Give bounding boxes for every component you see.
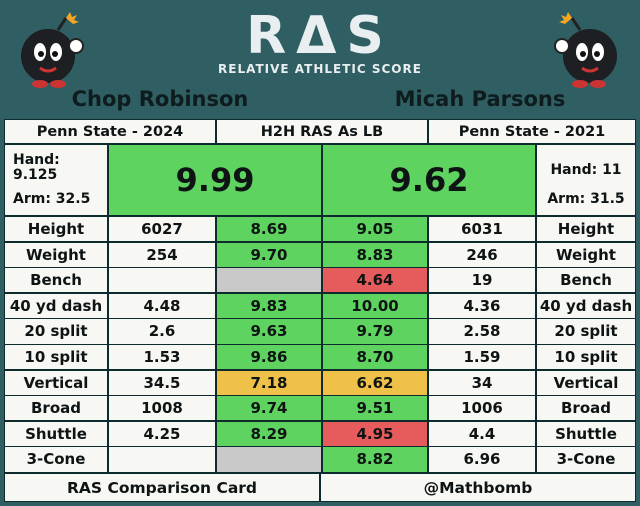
metric-label-right: Bench xyxy=(536,267,636,294)
left-metric-score xyxy=(216,446,322,473)
right-metric-score: 9.05 xyxy=(322,216,428,243)
left-raw-value: 1008 xyxy=(108,395,216,422)
left-metric-score xyxy=(216,267,322,294)
right-raw-value: 6031 xyxy=(428,216,536,243)
left-raw-value: 4.25 xyxy=(108,420,216,447)
left-hand-value: 9.125 xyxy=(13,166,58,183)
metric-label-right: 3-Cone xyxy=(536,446,636,473)
metric-label-right: Vertical xyxy=(536,369,636,396)
left-metric-score: 7.18 xyxy=(216,369,322,396)
right-hand: Hand: 11 xyxy=(550,162,622,178)
center-header: H2H RAS As LB xyxy=(216,119,428,144)
metric-label-left: Bench xyxy=(4,267,108,294)
right-player-name: Micah Parsons xyxy=(394,87,566,111)
right-metric-score: 8.70 xyxy=(322,344,428,371)
metric-label-left: 20 split xyxy=(4,318,108,345)
left-metric-score: 9.74 xyxy=(216,395,322,422)
right-metric-score: 10.00 xyxy=(322,292,428,319)
metric-label-right: 10 split xyxy=(536,344,636,371)
left-raw-value: 6027 xyxy=(108,216,216,243)
left-raw-value: 34.5 xyxy=(108,369,216,396)
footer-title: RAS Comparison Card xyxy=(4,473,320,502)
left-raw-value: 2.6 xyxy=(108,318,216,345)
footer-handle: @Mathbomb xyxy=(320,473,636,502)
metric-label-left: Weight xyxy=(4,241,108,268)
left-player-name: Chop Robinson xyxy=(71,87,249,111)
metric-label-right: Height xyxy=(536,216,636,243)
left-metric-score: 9.63 xyxy=(216,318,322,345)
left-raw-value: 1.53 xyxy=(108,344,216,371)
right-raw-value: 1006 xyxy=(428,395,536,422)
left-metric-score: 9.70 xyxy=(216,241,322,268)
right-school: Penn State - 2021 xyxy=(428,119,636,144)
left-arm: Arm: 32.5 xyxy=(13,191,91,207)
metric-label-right: Shuttle xyxy=(536,420,636,447)
left-metric-score: 9.83 xyxy=(216,292,322,319)
left-metric-score: 8.29 xyxy=(216,420,322,447)
metric-label-right: Broad xyxy=(536,395,636,422)
right-metric-score: 4.64 xyxy=(322,267,428,294)
right-raw-value: 4.4 xyxy=(428,420,536,447)
right-raw-value: 4.36 xyxy=(428,292,536,319)
metric-label-left: 40 yd dash xyxy=(4,292,108,319)
metric-label-left: 10 split xyxy=(4,344,108,371)
ras-tagline: RELATIVE ATHLETIC SCORE xyxy=(218,62,422,76)
left-school: Penn State - 2024 xyxy=(4,119,216,144)
player-names: Chop Robinson Micah Parsons xyxy=(0,87,640,117)
left-ras-score: 9.99 xyxy=(108,144,322,216)
right-metric-score: 8.83 xyxy=(322,241,428,268)
metric-label-right: Weight xyxy=(536,241,636,268)
left-raw-value: 254 xyxy=(108,241,216,268)
bomb-mascot-icon xyxy=(554,12,617,88)
right-arm: Arm: 31.5 xyxy=(547,191,625,207)
right-raw-value: 2.58 xyxy=(428,318,536,345)
left-metric-score: 8.69 xyxy=(216,216,322,243)
left-measurements: Hand: 9.125 Arm: 32.5 xyxy=(4,144,108,216)
bomb-mascot-icon xyxy=(21,12,84,88)
right-raw-value: 19 xyxy=(428,267,536,294)
right-ras-score: 9.62 xyxy=(322,144,536,216)
right-metric-score: 9.51 xyxy=(322,395,428,422)
right-raw-value: 34 xyxy=(428,369,536,396)
metric-label-left: Height xyxy=(4,216,108,243)
right-raw-value: 246 xyxy=(428,241,536,268)
metric-label-left: Broad xyxy=(4,395,108,422)
header: RΔS RELATIVE ATHLETIC SCORE xyxy=(0,0,640,88)
metric-label-left: 3-Cone xyxy=(4,446,108,473)
left-metric-score: 9.86 xyxy=(216,344,322,371)
left-raw-value: 4.48 xyxy=(108,292,216,319)
right-metric-score: 8.82 xyxy=(322,446,428,473)
metric-label-left: Vertical xyxy=(4,369,108,396)
left-raw-value xyxy=(108,446,216,473)
right-measurements: Hand: 11 Arm: 31.5 xyxy=(536,144,636,216)
right-metric-score: 6.62 xyxy=(322,369,428,396)
right-metric-score: 9.79 xyxy=(322,318,428,345)
right-raw-value: 1.59 xyxy=(428,344,536,371)
metric-label-left: Shuttle xyxy=(4,420,108,447)
metric-label-right: 40 yd dash xyxy=(536,292,636,319)
right-raw-value: 6.96 xyxy=(428,446,536,473)
left-hand-label: Hand: xyxy=(13,152,60,168)
ras-logo: RΔS xyxy=(246,6,394,66)
right-metric-score: 4.95 xyxy=(322,420,428,447)
metric-label-right: 20 split xyxy=(536,318,636,345)
left-raw-value xyxy=(108,267,216,294)
